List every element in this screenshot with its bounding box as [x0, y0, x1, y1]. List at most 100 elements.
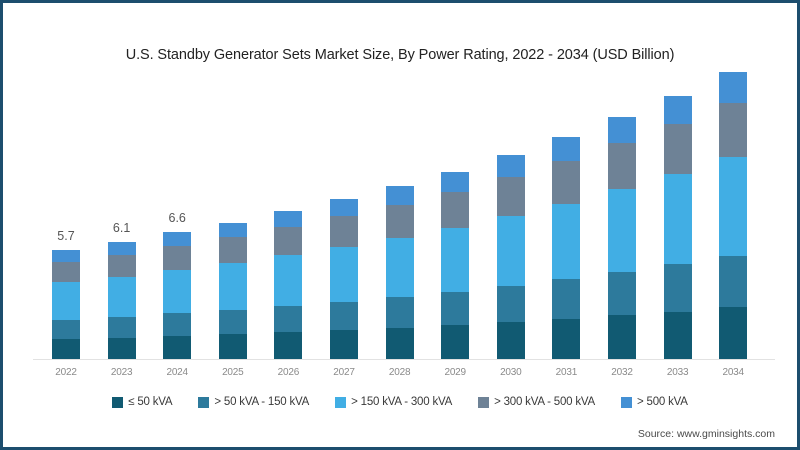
bar-segment[interactable] [52, 261, 80, 283]
bar-segment[interactable] [663, 124, 692, 175]
legend-label: > 300 kVA - 500 kVA [494, 396, 596, 408]
bar-segment[interactable] [719, 102, 748, 158]
bar-segment[interactable] [330, 216, 358, 247]
bar-segment[interactable] [496, 322, 525, 359]
bar-segment[interactable] [330, 330, 358, 359]
bar-segment[interactable] [274, 227, 303, 256]
bar-segment[interactable] [163, 270, 192, 314]
source-note: Source: www.gminsights.com [637, 428, 775, 440]
x-axis-tick-labels: 2022 2023 2024 2025 2026 2027 2028 2029 2030 2031… [35, 367, 769, 385]
x-axis-tick-2027: 2027 [333, 367, 355, 378]
bar-segment[interactable] [608, 189, 636, 272]
bar-segment[interactable] [107, 254, 136, 277]
bar-column[interactable] [274, 211, 303, 359]
bar-segment[interactable] [218, 222, 247, 238]
bar-column[interactable]: 6.1 [107, 221, 136, 359]
bar-segment[interactable] [163, 313, 192, 337]
bar-segment[interactable] [52, 282, 80, 320]
bar-segment[interactable] [52, 339, 80, 359]
bar-column[interactable] [496, 155, 525, 359]
bar-segment[interactable] [274, 255, 303, 306]
bar-segment[interactable] [663, 264, 692, 312]
bar-segment[interactable] [608, 271, 636, 316]
x-axis-tick-2030: 2030 [500, 367, 522, 378]
bar-segment[interactable] [163, 336, 192, 359]
bar-segment[interactable] [663, 174, 692, 265]
bar-segment[interactable] [719, 157, 748, 256]
bar-segment[interactable] [552, 161, 581, 204]
bar-segment[interactable] [496, 216, 525, 286]
bar-segment[interactable] [608, 143, 636, 190]
bar-column[interactable] [330, 199, 358, 359]
x-axis-tick-2023: 2023 [110, 367, 133, 378]
bar-segment[interactable] [663, 311, 692, 359]
bar-segment[interactable] [52, 249, 80, 262]
bar-segment[interactable] [330, 246, 358, 302]
bar-segment[interactable] [218, 237, 247, 264]
legend-swatch-icon [478, 396, 490, 408]
bar-segment[interactable] [441, 291, 470, 326]
bar-segment[interactable] [274, 211, 303, 228]
bar-segment[interactable] [107, 316, 136, 338]
bar-segment[interactable] [218, 334, 247, 359]
bar-segment[interactable] [441, 191, 470, 228]
bar-segment[interactable] [274, 305, 303, 333]
bar-segment[interactable] [52, 319, 80, 340]
bar-column[interactable] [608, 117, 636, 359]
legend-item-4[interactable]: > 500 kVA [621, 396, 688, 408]
x-axis-tick-2033: 2033 [666, 367, 689, 378]
bar-segment[interactable] [385, 186, 414, 205]
bar-segment[interactable] [496, 155, 525, 178]
chart-legend: ≤ 50 kVA > 50 kVA - 150 kVA > 150 kVA - 30… [3, 396, 797, 408]
bar-segment[interactable] [163, 246, 192, 271]
bar-segment[interactable] [385, 204, 414, 238]
bar-segment[interactable] [719, 71, 748, 103]
bar-column[interactable]: 6.6 [163, 211, 192, 359]
bar-segment[interactable] [719, 307, 748, 359]
bar-segment[interactable] [719, 255, 748, 308]
bar-segment[interactable] [608, 117, 636, 144]
bar-segment[interactable] [274, 332, 303, 359]
bar-column[interactable] [218, 222, 247, 359]
bar-segment[interactable] [552, 203, 581, 280]
bar-segment[interactable] [608, 315, 636, 359]
bar-segment[interactable] [330, 199, 358, 217]
bar-segment[interactable] [330, 301, 358, 331]
bar-segment[interactable] [663, 96, 692, 125]
bar-value-label: 5.7 [57, 228, 75, 243]
legend-item-0[interactable]: ≤ 50 kVA [112, 396, 173, 408]
x-axis-tick-2028: 2028 [388, 367, 411, 378]
bar-segment[interactable] [441, 325, 470, 359]
legend-item-3[interactable]: > 300 kVA - 500 kVA [478, 396, 595, 408]
bar-segment[interactable] [441, 171, 470, 192]
bar-segment[interactable] [496, 177, 525, 217]
bar-segment[interactable] [496, 285, 525, 323]
bar-column[interactable] [663, 96, 692, 359]
bar-segment[interactable] [385, 327, 414, 359]
bar-segment[interactable] [552, 319, 581, 359]
bar-segment[interactable] [441, 227, 470, 292]
bar-segment[interactable] [107, 276, 136, 317]
bar-column[interactable] [441, 171, 470, 359]
bar-value-label: 6.6 [168, 211, 186, 226]
bar-segment[interactable] [107, 337, 136, 359]
bar-column[interactable]: 5.7 [52, 229, 80, 359]
bar-column[interactable] [385, 186, 414, 359]
x-axis-tick-2031: 2031 [555, 367, 578, 378]
bar-segment[interactable] [385, 296, 414, 328]
legend-item-1[interactable]: > 50 kVA - 150 kVA [198, 396, 309, 408]
bar-column[interactable] [552, 137, 581, 359]
bar-segment[interactable] [218, 309, 247, 335]
bar-column[interactable] [719, 71, 748, 359]
bar-segment[interactable] [107, 242, 136, 255]
x-axis-tick-2029: 2029 [444, 367, 466, 378]
bar-segment[interactable] [218, 263, 247, 310]
bar-segment[interactable] [552, 279, 581, 320]
chart-title: U.S. Standby Generator Sets Market Size,… [125, 47, 675, 63]
legend-item-2[interactable]: > 150 kVA - 300 kVA [335, 396, 452, 408]
bar-segment[interactable] [552, 137, 581, 162]
bar-segment[interactable] [385, 237, 414, 297]
x-axis-tick-2034: 2034 [722, 367, 744, 378]
bar-segment[interactable] [163, 232, 192, 247]
legend-label: > 150 kVA - 300 kVA [351, 396, 453, 408]
